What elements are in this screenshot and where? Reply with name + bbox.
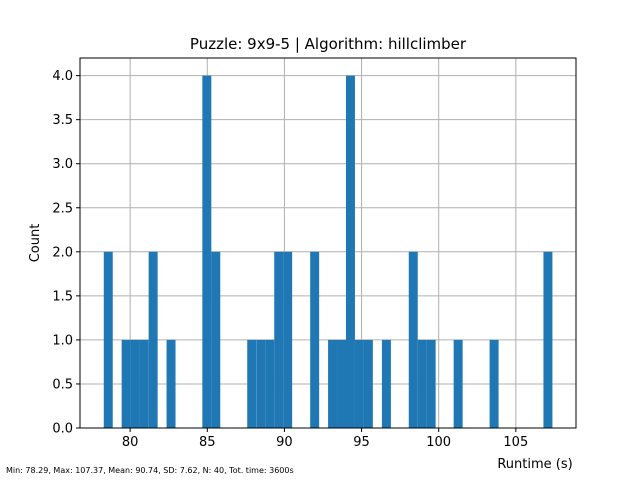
x-tick-label: 105: [503, 435, 528, 450]
histogram-bar: [265, 339, 275, 428]
histogram-bars: [103, 75, 553, 428]
histogram-bar: [337, 339, 347, 428]
y-tick-label: 4.0: [52, 69, 73, 84]
y-tick-label: 1.0: [52, 333, 73, 348]
histogram-bar: [345, 75, 355, 428]
y-tick-label: 2.0: [52, 245, 73, 260]
x-tick-label: 100: [426, 435, 451, 450]
histogram-bar: [408, 251, 418, 428]
x-tick-label: 90: [276, 435, 293, 450]
histogram-bar: [381, 339, 391, 428]
histogram-bar: [489, 339, 499, 428]
y-tick-label: 0.5: [52, 377, 73, 392]
plot-frame: [79, 57, 577, 429]
histogram-bar: [363, 339, 373, 428]
y-tick-label: 3.5: [52, 113, 73, 128]
histogram-bar: [103, 251, 113, 428]
summary-stats: Min: 78.29, Max: 107.37, Mean: 90.74, SD…: [6, 466, 294, 475]
histogram-bar: [202, 75, 212, 428]
x-tick-label: 85: [199, 435, 216, 450]
histogram-bar: [283, 251, 293, 428]
histogram-bar: [310, 251, 320, 428]
histogram-bar: [211, 251, 221, 428]
y-tick-label: 0.0: [52, 422, 73, 437]
histogram-bar: [256, 339, 266, 428]
histogram-bar: [543, 251, 553, 428]
histogram-bar: [166, 339, 176, 428]
histogram-bar: [274, 251, 284, 428]
x-axis-label: Runtime (s): [497, 457, 572, 472]
histogram-bar: [247, 339, 257, 428]
histogram-bar: [354, 339, 364, 428]
histogram-bar: [417, 339, 427, 428]
axis-ticks: 80 85 90 95 100 105 0.0 0.5 1.0 1.5 2.0 2.5 3.0 3.5 4.…: [52, 69, 528, 450]
histogram-bar: [328, 339, 338, 428]
histogram-bar: [426, 339, 436, 428]
x-tick-label: 95: [353, 435, 370, 450]
grid-lines: [80, 58, 576, 429]
y-axis-label: Count: [28, 224, 43, 263]
y-tick-label: 3.0: [52, 157, 73, 172]
histogram-bar: [453, 339, 463, 428]
histogram-bar: [139, 339, 149, 428]
histogram-bar: [130, 339, 140, 428]
y-tick-label: 1.5: [52, 289, 73, 304]
x-tick-label: 80: [122, 435, 139, 450]
histogram-bar: [148, 251, 158, 428]
y-tick-label: 2.5: [52, 201, 73, 216]
histogram-bar: [121, 339, 131, 428]
chart-title: Puzzle: 9x9-5 | Algorithm: hillclimber: [190, 35, 467, 53]
